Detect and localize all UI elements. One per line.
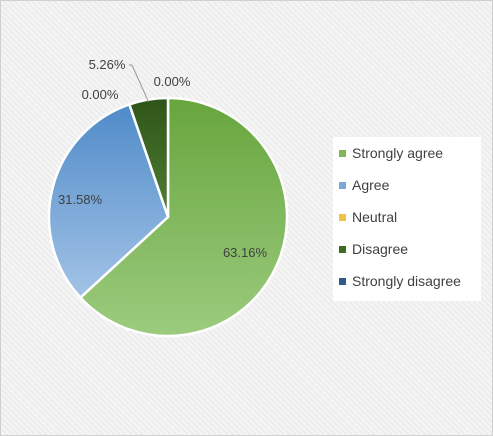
data-label-agree: 31.58% [58, 192, 103, 207]
leader-line-disagree [129, 64, 149, 102]
legend-label: Disagree [352, 241, 409, 257]
data-label-strongly-agree: 63.16% [223, 245, 268, 260]
data-label-strongly-disagree: 0.00% [154, 74, 191, 89]
legend-item-strongly-disagree: Strongly disagree [339, 271, 461, 291]
legend-label: Strongly agree [352, 145, 444, 161]
legend-swatch [339, 245, 346, 253]
pie-slice-disagree [128, 96, 170, 219]
legend-swatch [339, 181, 346, 189]
legend-swatch [339, 149, 346, 157]
legend-label: Strongly disagree [352, 273, 461, 289]
legend-swatch [339, 213, 346, 221]
legend-item-agree: Agree [339, 175, 389, 195]
chart-legend: Strongly agree Agree Neutral Disagree Strong… [333, 137, 481, 301]
legend-item-disagree: Disagree [339, 239, 408, 259]
legend-item-neutral: Neutral [339, 207, 397, 227]
legend-item-strongly-agree: Strongly agree [339, 143, 443, 163]
pie-slice-strongly-agree [79, 96, 289, 338]
data-label-disagree: 5.26% [89, 57, 126, 72]
legend-swatch [339, 277, 346, 285]
data-label-neutral: 0.00% [82, 87, 119, 102]
pie-slice-agree [47, 103, 170, 299]
legend-label: Neutral [352, 209, 398, 225]
legend-label: Agree [352, 177, 390, 193]
